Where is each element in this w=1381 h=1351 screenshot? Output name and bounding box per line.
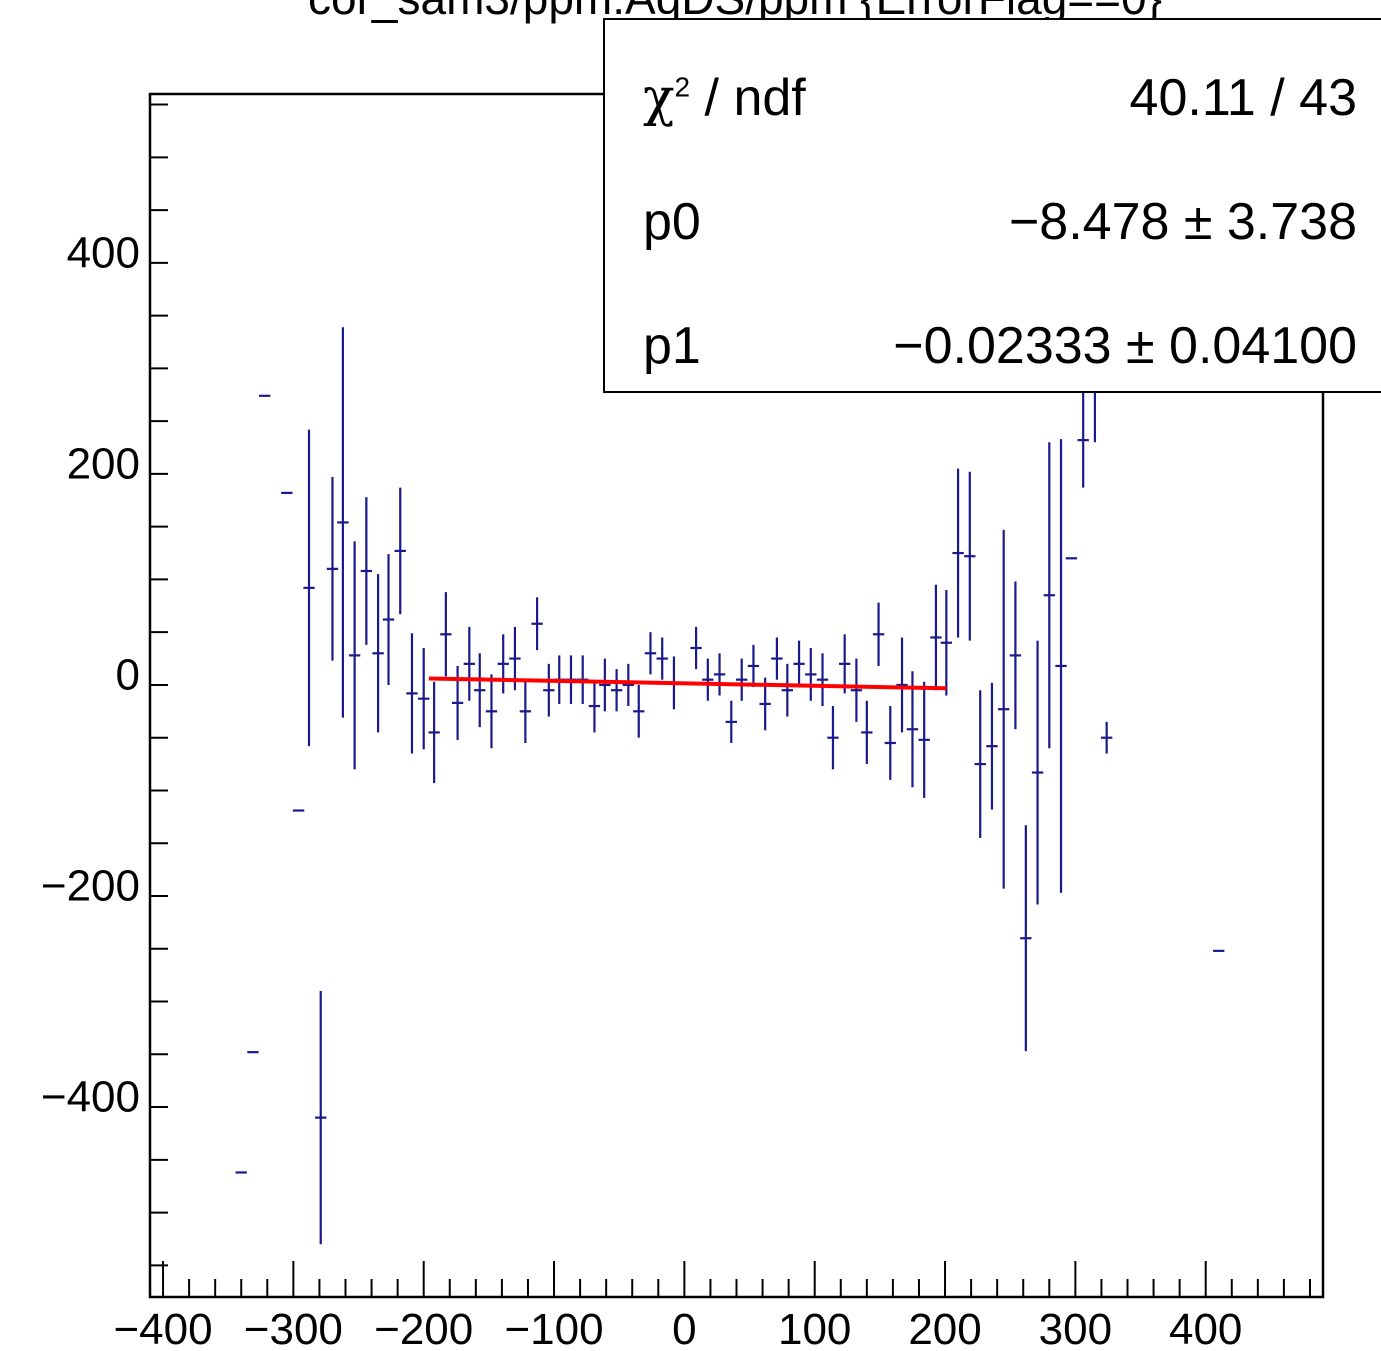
data-point-32 [610,669,623,712]
data-point-19 [463,626,475,701]
data-point-40 [713,653,726,696]
data-point-17 [440,592,452,677]
data-point-22 [497,634,509,694]
data-point-21 [485,674,498,749]
data-point-10 [360,497,373,645]
x-tick-label: −100 [504,1305,603,1351]
data-point-62 [964,471,976,641]
data-point-34 [633,684,645,738]
x-tick-label: −300 [244,1305,343,1351]
stats-p1-value: −0.02333 ± 0.04100 [893,317,1357,375]
data-point-20 [474,653,486,728]
data-point-14 [406,633,418,754]
data-point-5 [303,429,315,747]
data-point-39 [702,658,714,701]
data-point-38 [690,626,702,670]
data-point-8 [337,327,349,718]
stats-p0-value: −8.478 ± 3.738 [1008,193,1357,251]
stats-row-p1: p1 −0.02333 ± 0.04100 [605,316,1381,396]
y-tick-label: 200 [67,439,140,488]
data-point-48 [805,648,817,701]
data-point-24 [519,679,532,743]
data-point-56 [896,637,908,733]
data-point-52 [850,658,863,722]
data-point-72 [1077,392,1089,488]
data-point-60 [940,589,953,696]
stats-row-chi2: χ2 / ndf 40.11 / 43 [605,68,1381,148]
data-point-30 [588,679,601,733]
data-point-46 [781,663,793,717]
y-tick-label: −400 [41,1073,140,1122]
data-point-67 [1020,825,1032,1052]
data-point-16 [428,681,440,784]
x-tick-label: −400 [113,1305,212,1351]
data-point-65 [998,529,1010,889]
stats-chi2-value: 40.11 / 43 [1129,69,1357,127]
data-point-64 [986,682,998,810]
x-tick-label: 200 [908,1305,981,1351]
stats-p1-label: p1 [643,317,701,375]
data-point-54 [872,602,885,666]
x-tick-label: −200 [374,1305,473,1351]
stats-chi2-label: χ2 / ndf [643,68,806,128]
data-point-70 [1055,439,1067,893]
data-point-45 [771,637,783,680]
data-point-41 [725,700,737,743]
x-tick-label: 300 [1039,1305,1112,1351]
y-tick-label: 0 [116,650,140,699]
fit-stats-box: χ2 / ndf 40.11 / 43 p0 −8.478 ± 3.738 p1… [603,18,1381,393]
data-point-43 [747,644,760,688]
data-point-33 [622,663,634,707]
data-point-66 [1009,581,1022,730]
data-point-6 [315,990,327,1245]
data-point-63 [974,690,986,838]
data-point-68 [1031,640,1044,905]
y-tick-label: −200 [41,861,140,910]
x-tick-label: 0 [672,1305,696,1351]
data-point-57 [906,671,919,788]
stats-p0-label: p0 [643,193,701,251]
data-point-12 [382,554,395,685]
data-point-59 [930,584,942,691]
data-point-13 [394,487,406,615]
x-tick-label: 400 [1169,1305,1242,1351]
stats-row-p0: p0 −8.478 ± 3.738 [605,192,1381,272]
x-tick-label: 100 [778,1305,851,1351]
data-point-50 [827,706,839,770]
data-point-42 [736,658,748,701]
data-point-9 [348,541,361,770]
data-point-49 [816,653,829,707]
data-point-74 [1100,721,1113,754]
data-point-26 [543,663,555,717]
y-tick-label: 400 [67,228,140,277]
data-point-15 [418,648,430,750]
data-point-36 [656,637,668,680]
data-point-61 [952,468,964,638]
data-point-31 [599,658,611,712]
data-point-25 [531,597,543,651]
data-point-55 [884,706,896,780]
data-point-11 [372,574,384,733]
data-point-53 [861,700,873,765]
data-point-35 [644,632,657,675]
data-point-7 [326,477,339,661]
data-point-47 [793,640,805,688]
data-point-69 [1043,442,1055,749]
data-point-58 [918,681,930,798]
data-point-51 [839,634,851,694]
fit-line [428,676,947,691]
